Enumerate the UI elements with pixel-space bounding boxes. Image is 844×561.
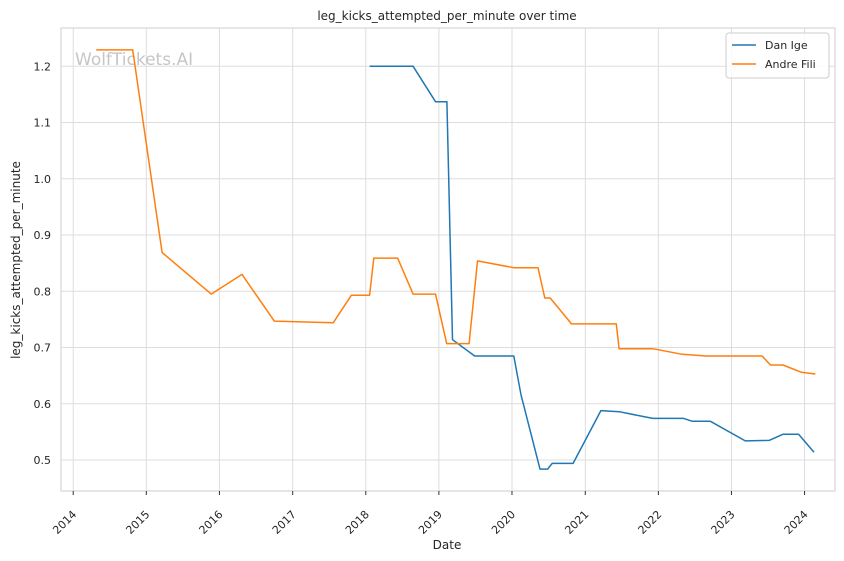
y-tick-label: 0.7 <box>34 342 52 355</box>
y-tick-label: 1.0 <box>34 173 52 186</box>
x-axis-ticks: 2014 2015 2016 2017 2018 2019 2020 2021 2022 2023… <box>50 491 811 537</box>
legend: Dan Ige Andre Fili <box>725 32 830 79</box>
series-lines <box>96 49 816 470</box>
x-tick-label: 2014 <box>50 508 79 537</box>
series-line-dan-ige <box>369 65 815 470</box>
series-line-andre-fili <box>96 49 816 375</box>
y-axis-title: leg_kicks_attempted_per_minute <box>9 161 23 359</box>
chart-title: leg_kicks_attempted_per_minute over time <box>317 9 576 23</box>
y-tick-label: 0.5 <box>34 454 52 467</box>
x-tick-label: 2018 <box>343 508 372 537</box>
x-tick-label: 2023 <box>709 508 738 537</box>
x-tick-label: 2015 <box>123 508 152 537</box>
x-tick-label: 2024 <box>782 508 811 537</box>
x-tick-label: 2021 <box>562 508 591 537</box>
y-tick-label: 0.6 <box>34 398 52 411</box>
x-tick-label: 2020 <box>489 508 518 537</box>
y-tick-label: 0.9 <box>34 229 52 242</box>
x-tick-label: 2017 <box>270 508 299 537</box>
legend-label-andre-fili: Andre Fili <box>765 58 816 71</box>
y-tick-label: 1.2 <box>34 60 52 73</box>
x-tick-label: 2019 <box>416 508 445 537</box>
y-tick-label: 0.8 <box>34 285 52 298</box>
x-axis-title: Date <box>433 538 462 552</box>
x-tick-label: 2016 <box>197 508 226 537</box>
x-tick-label: 2022 <box>636 508 665 537</box>
y-axis-ticks: 0.5 0.6 0.7 0.8 0.9 1.0 1.1 1.2 <box>34 60 52 467</box>
plot-area <box>60 27 836 492</box>
y-tick-label: 1.1 <box>34 117 52 130</box>
legend-label-dan-ige: Dan Ige <box>765 39 808 52</box>
